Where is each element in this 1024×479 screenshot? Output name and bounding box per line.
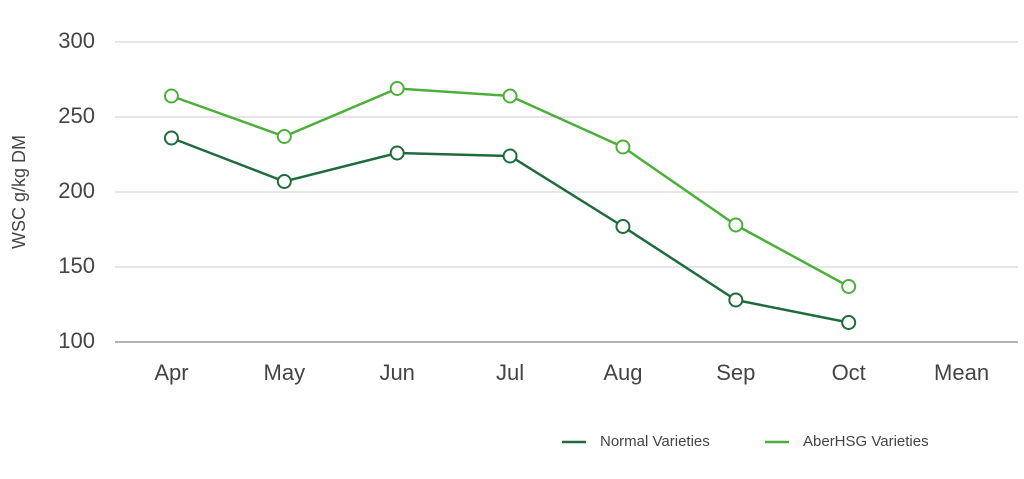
x-tick-label: Aug (603, 360, 642, 385)
y-tick-label: 250 (58, 103, 95, 128)
y-tick-label: 100 (58, 328, 95, 353)
point (615, 139, 631, 155)
point (389, 81, 405, 96)
point (502, 88, 518, 104)
x-tick-label: Jun (379, 360, 414, 385)
x-tick-label: Jul (496, 360, 524, 385)
y-axis-label: WSC g/kg DM (9, 135, 29, 249)
x-tick-label: Oct (832, 360, 866, 385)
y-tick-label: 300 (58, 28, 95, 53)
x-tick-label: May (264, 360, 306, 385)
point (615, 219, 631, 234)
legend-label: Normal Varieties (600, 433, 710, 450)
point (276, 129, 292, 144)
point (841, 279, 857, 294)
legend-label: AberHSG Varieties (803, 433, 929, 450)
point (163, 130, 179, 146)
point (163, 88, 179, 104)
y-tick-label: 150 (58, 253, 95, 278)
y-tick-label: 200 (58, 178, 95, 203)
x-tick-label: Mean (934, 360, 989, 385)
point (502, 148, 518, 164)
point (728, 217, 744, 233)
point (841, 315, 857, 330)
point (389, 145, 405, 161)
point (276, 174, 292, 189)
point (728, 292, 744, 308)
x-tick-label: Sep (716, 360, 755, 385)
x-tick-label: Apr (154, 360, 188, 385)
line (171, 87, 850, 288)
